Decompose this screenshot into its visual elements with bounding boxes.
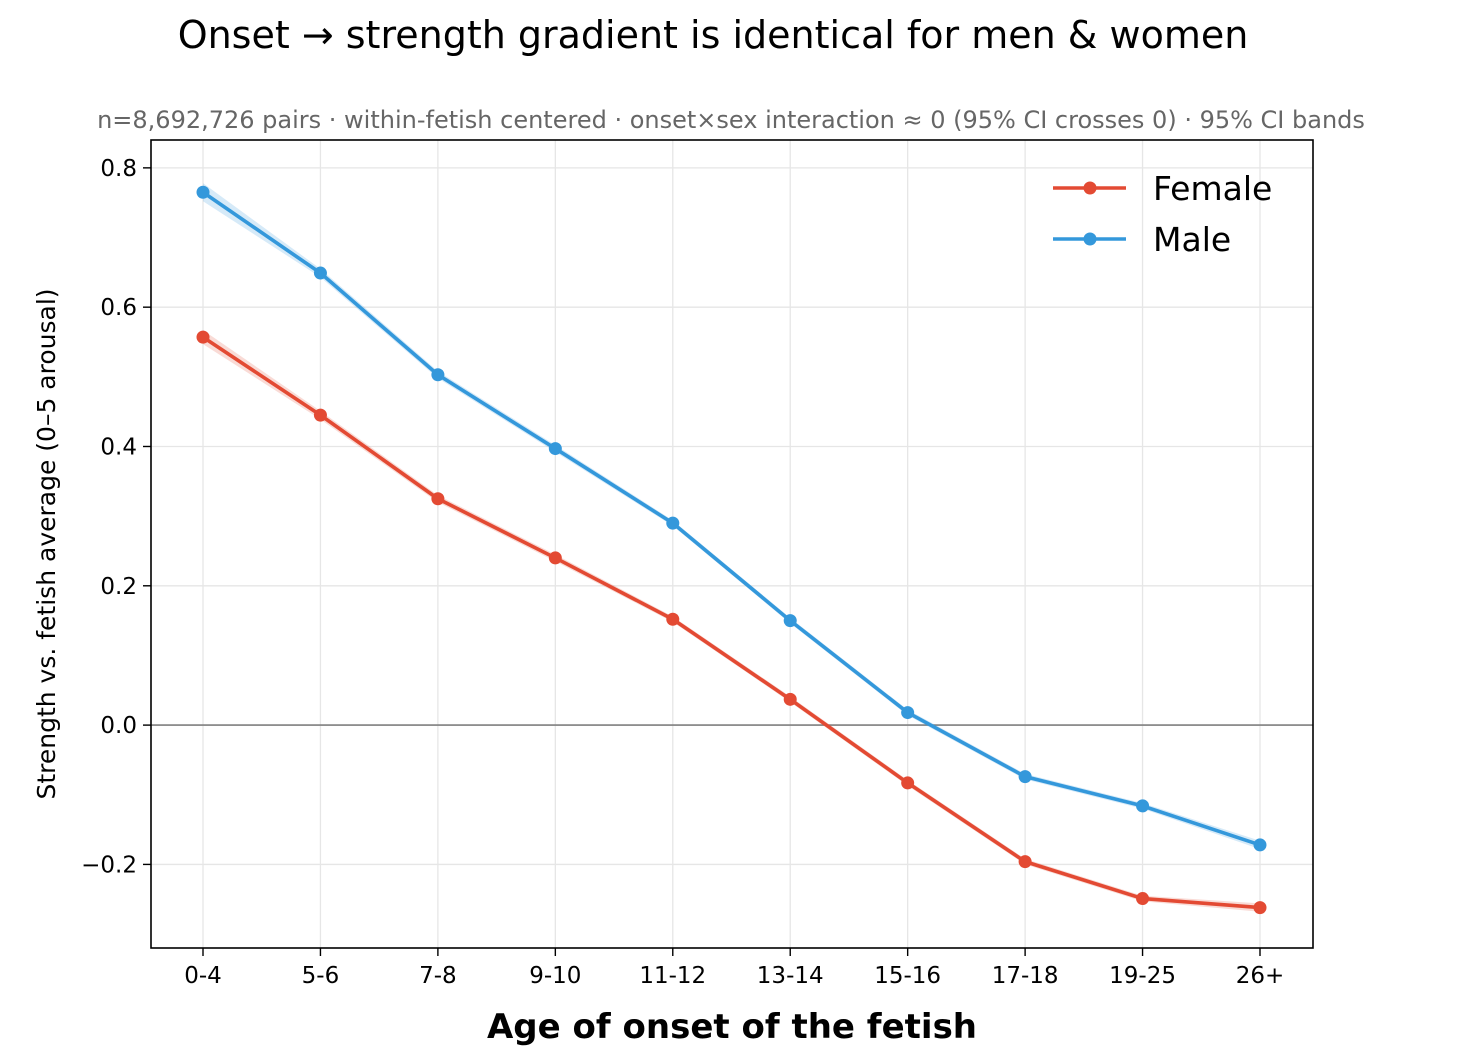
x-tick-label: 26+	[1236, 963, 1285, 989]
data-point-male	[1018, 770, 1032, 784]
x-tick-label: 7-8	[419, 963, 457, 989]
x-tick-label: 17-18	[992, 963, 1059, 989]
data-point-male	[196, 185, 210, 199]
data-point-female	[1018, 855, 1032, 869]
y-tick-label: 0.6	[100, 295, 137, 321]
legend-label-female: Female	[1153, 169, 1272, 208]
ci-band-female	[203, 330, 1260, 912]
plot-frame	[150, 139, 1314, 949]
x-tick-label: 19-25	[1109, 963, 1176, 989]
data-point-male	[783, 614, 797, 628]
x-tick-label: 15-16	[874, 963, 941, 989]
data-point-female	[313, 408, 327, 422]
data-point-male	[431, 368, 445, 382]
x-tick-label: 11-12	[639, 963, 706, 989]
data-point-female	[901, 776, 915, 790]
data-point-male	[313, 266, 327, 280]
ci-bands	[203, 183, 1260, 912]
data-point-female	[196, 330, 210, 344]
legend-marker-male	[1083, 232, 1097, 246]
data-point-male	[901, 706, 915, 720]
data-point-male	[1253, 838, 1267, 852]
y-tick-label: 0.0	[100, 713, 137, 739]
y-tick-label: −0.2	[81, 852, 137, 878]
data-point-female	[783, 692, 797, 706]
x-tick-label: 0-4	[184, 963, 222, 989]
data-point-female	[1136, 892, 1150, 906]
series-line-male	[201, 190, 1261, 847]
data-point-female	[431, 492, 445, 506]
y-tick-label: 0.2	[100, 574, 137, 600]
x-tick-label: 13-14	[757, 963, 824, 989]
data-point-male	[1136, 799, 1150, 813]
x-axis-label: Age of onset of the fetish	[487, 1007, 977, 1047]
grid	[151, 140, 1313, 948]
axis-ticks: 0-4 5-6 7-8 9-10 11-12 13-14 15-16 17-18 19-25 26…	[81, 156, 1284, 989]
y-axis-label: Strength vs. fetish average (0–5 arousal…	[32, 288, 61, 799]
legend-marker-female	[1083, 181, 1097, 195]
series-line-female	[202, 335, 1261, 910]
data-point-female	[548, 551, 562, 565]
y-tick-label: 0.4	[100, 434, 137, 460]
chart-subtitle: n=8,692,726 pairs · within-fetish center…	[97, 106, 1365, 134]
data-point-male	[666, 516, 680, 530]
data-point-female	[666, 612, 680, 626]
ci-band-male	[203, 183, 1260, 850]
chart-title: Onset → strength gradient is identical f…	[178, 13, 1249, 57]
data-point-female	[1253, 901, 1267, 915]
x-tick-label: 9-10	[529, 963, 581, 989]
legend: Female Male	[1053, 169, 1272, 259]
data-points	[196, 185, 1267, 915]
y-tick-label: 0.8	[100, 156, 137, 182]
x-tick-label: 5-6	[302, 963, 340, 989]
series-lines	[201, 190, 1261, 910]
legend-label-male: Male	[1153, 220, 1231, 259]
data-point-male	[548, 442, 562, 456]
